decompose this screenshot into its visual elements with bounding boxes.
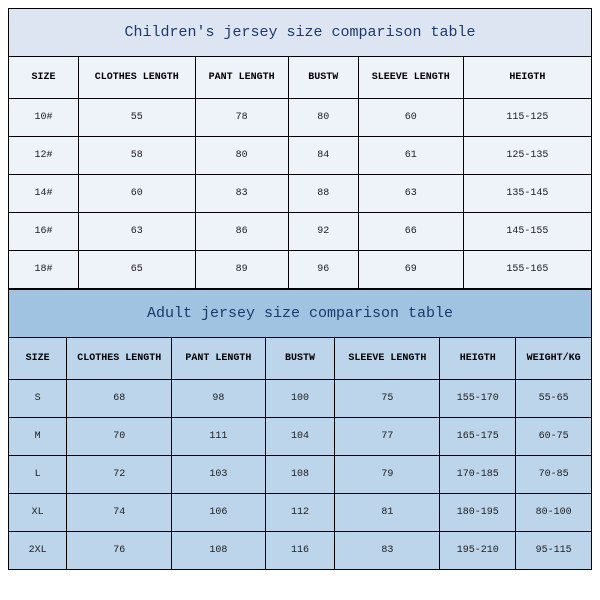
adult-col-size: SIZE [9, 338, 67, 380]
cell: 83 [335, 532, 440, 570]
cell: 112 [265, 494, 335, 532]
cell: 68 [67, 380, 172, 418]
page-container: Children's jersey size comparison table … [0, 0, 600, 600]
cell: 70-85 [516, 456, 592, 494]
children-col-size: SIZE [9, 57, 79, 99]
table-row: XL 74 106 112 81 180-195 80-100 [9, 494, 592, 532]
children-title: Children's jersey size comparison table [9, 9, 592, 57]
cell: 55 [78, 99, 195, 137]
cell: 100 [265, 380, 335, 418]
adult-col-bustw: BUSTW [265, 338, 335, 380]
cell: 12# [9, 137, 79, 175]
cell: 92 [288, 213, 358, 251]
children-title-row: Children's jersey size comparison table [9, 9, 592, 57]
cell: 135-145 [463, 175, 591, 213]
cell: 103 [172, 456, 265, 494]
cell: 61 [358, 137, 463, 175]
cell: 63 [78, 213, 195, 251]
cell: 106 [172, 494, 265, 532]
children-col-sleeve-length: SLEEVE LENGTH [358, 57, 463, 99]
cell: 80-100 [516, 494, 592, 532]
children-size-table: Children's jersey size comparison table … [8, 8, 592, 289]
cell: 108 [172, 532, 265, 570]
cell: 66 [358, 213, 463, 251]
cell: 96 [288, 251, 358, 289]
table-row: 16# 63 86 92 66 145-155 [9, 213, 592, 251]
cell: 111 [172, 418, 265, 456]
table-row: 18# 65 89 96 69 155-165 [9, 251, 592, 289]
table-row: L 72 103 108 79 170-185 70-85 [9, 456, 592, 494]
cell: 155-165 [463, 251, 591, 289]
adult-header-row: SIZE CLOTHES LENGTH PANT LENGTH BUSTW SL… [9, 338, 592, 380]
cell: 115-125 [463, 99, 591, 137]
cell: 88 [288, 175, 358, 213]
cell: 165-175 [440, 418, 516, 456]
table-row: S 68 98 100 75 155-170 55-65 [9, 380, 592, 418]
adult-col-pant-length: PANT LENGTH [172, 338, 265, 380]
cell: 18# [9, 251, 79, 289]
adult-col-sleeve-length: SLEEVE LENGTH [335, 338, 440, 380]
cell: S [9, 380, 67, 418]
cell: 74 [67, 494, 172, 532]
cell: 108 [265, 456, 335, 494]
cell: 83 [195, 175, 288, 213]
cell: 80 [288, 99, 358, 137]
children-header-row: SIZE CLOTHES LENGTH PANT LENGTH BUSTW SL… [9, 57, 592, 99]
cell: XL [9, 494, 67, 532]
cell: 155-170 [440, 380, 516, 418]
cell: 72 [67, 456, 172, 494]
cell: 84 [288, 137, 358, 175]
children-col-pant-length: PANT LENGTH [195, 57, 288, 99]
cell: 86 [195, 213, 288, 251]
cell: 104 [265, 418, 335, 456]
cell: 76 [67, 532, 172, 570]
cell: 65 [78, 251, 195, 289]
children-col-bustw: BUSTW [288, 57, 358, 99]
adult-size-table: Adult jersey size comparison table SIZE … [8, 289, 592, 570]
cell: 69 [358, 251, 463, 289]
cell: 70 [67, 418, 172, 456]
cell: 125-135 [463, 137, 591, 175]
adult-col-weight: WEIGHT/KG [516, 338, 592, 380]
cell: 81 [335, 494, 440, 532]
cell: 60 [358, 99, 463, 137]
cell: 60-75 [516, 418, 592, 456]
cell: 58 [78, 137, 195, 175]
cell: 116 [265, 532, 335, 570]
table-row: 12# 58 80 84 61 125-135 [9, 137, 592, 175]
adult-title-row: Adult jersey size comparison table [9, 290, 592, 338]
cell: 170-185 [440, 456, 516, 494]
cell: 95-115 [516, 532, 592, 570]
cell: 78 [195, 99, 288, 137]
cell: 60 [78, 175, 195, 213]
cell: 55-65 [516, 380, 592, 418]
children-col-height: HEIGTH [463, 57, 591, 99]
cell: 79 [335, 456, 440, 494]
cell: 89 [195, 251, 288, 289]
cell: L [9, 456, 67, 494]
adult-title: Adult jersey size comparison table [9, 290, 592, 338]
cell: M [9, 418, 67, 456]
table-row: 14# 60 83 88 63 135-145 [9, 175, 592, 213]
cell: 98 [172, 380, 265, 418]
table-row: 2XL 76 108 116 83 195-210 95-115 [9, 532, 592, 570]
table-row: 10# 55 78 80 60 115-125 [9, 99, 592, 137]
cell: 16# [9, 213, 79, 251]
cell: 145-155 [463, 213, 591, 251]
cell: 75 [335, 380, 440, 418]
cell: 77 [335, 418, 440, 456]
cell: 2XL [9, 532, 67, 570]
adult-col-height: HEIGTH [440, 338, 516, 380]
adult-col-clothes-length: CLOTHES LENGTH [67, 338, 172, 380]
children-col-clothes-length: CLOTHES LENGTH [78, 57, 195, 99]
cell: 14# [9, 175, 79, 213]
cell: 80 [195, 137, 288, 175]
table-row: M 70 111 104 77 165-175 60-75 [9, 418, 592, 456]
cell: 10# [9, 99, 79, 137]
cell: 63 [358, 175, 463, 213]
cell: 195-210 [440, 532, 516, 570]
cell: 180-195 [440, 494, 516, 532]
